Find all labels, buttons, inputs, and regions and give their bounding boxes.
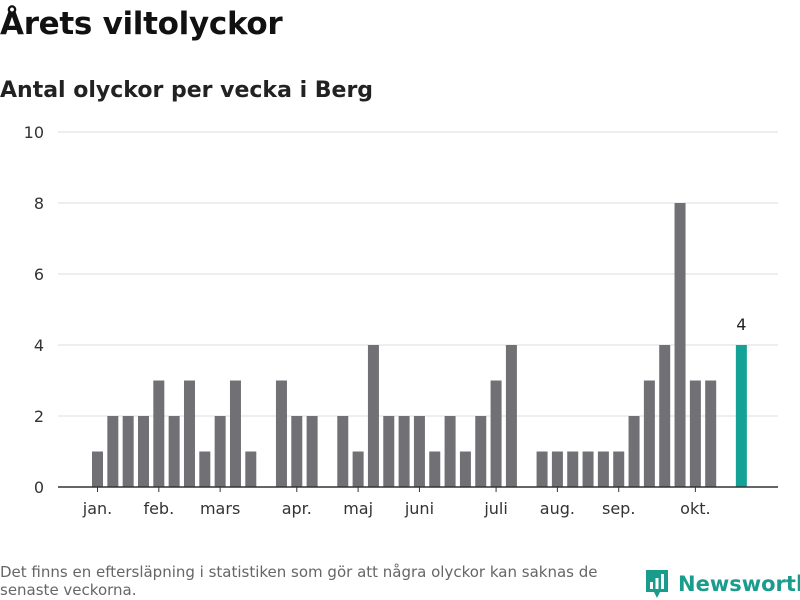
bar <box>597 451 609 487</box>
bar <box>229 380 241 487</box>
x-tick-label: aug. <box>540 499 575 518</box>
bar-chart: 0 2 4 6 8 10 jan. feb. mars apr. maj juni juli aug. s… <box>24 123 778 518</box>
bar <box>459 451 471 487</box>
bar <box>475 416 487 487</box>
x-tick-label: juni <box>404 499 434 518</box>
y-axis-ticks: 0 2 4 6 8 10 <box>24 123 44 497</box>
data-labels: 4 <box>736 315 746 334</box>
y-tick-label: 8 <box>34 194 44 213</box>
bar <box>705 380 717 487</box>
bar <box>275 380 287 487</box>
bar <box>505 345 517 487</box>
chart-title: Årets viltolyckor <box>0 6 283 42</box>
y-tick-label: 10 <box>24 123 44 142</box>
bar <box>567 451 579 487</box>
x-tick-label: okt. <box>680 499 710 518</box>
bar <box>337 416 349 487</box>
y-tick-label: 0 <box>34 478 44 497</box>
bar <box>122 416 134 487</box>
x-tick-label: juli <box>483 499 507 518</box>
bar <box>367 345 379 487</box>
x-tick-label: apr. <box>282 499 312 518</box>
bar <box>659 345 671 487</box>
bars <box>92 203 747 487</box>
x-tick-label: jan. <box>82 499 112 518</box>
bar-highlight <box>735 345 747 487</box>
bar <box>291 416 303 487</box>
x-axis-ticks: jan. feb. mars apr. maj juni juli aug. sep. okt. <box>82 487 711 518</box>
y-tick-label: 4 <box>34 336 44 355</box>
bar <box>628 416 640 487</box>
bar <box>383 416 395 487</box>
bar <box>168 416 180 487</box>
y-tick-label: 2 <box>34 407 44 426</box>
bar <box>413 416 425 487</box>
bar <box>137 416 149 487</box>
bar <box>153 380 165 487</box>
bar <box>674 203 686 487</box>
highlight-data-label: 4 <box>736 315 746 334</box>
x-tick-label: sep. <box>602 499 635 518</box>
bar <box>92 451 103 487</box>
bar <box>444 416 456 487</box>
bar <box>214 416 226 487</box>
chart-subtitle: Antal olyckor per vecka i Berg <box>0 78 374 103</box>
x-tick-label: feb. <box>143 499 174 518</box>
bar <box>183 380 195 487</box>
bar <box>245 451 257 487</box>
y-tick-label: 6 <box>34 265 44 284</box>
bar <box>352 451 364 487</box>
x-tick-label: maj <box>343 499 373 518</box>
bar <box>429 451 441 487</box>
newsworthy-logo-icon <box>646 570 668 598</box>
brand-name: Newsworthy <box>678 572 800 596</box>
bar <box>107 416 119 487</box>
bar <box>689 380 701 487</box>
bar <box>551 451 563 487</box>
footnote: Det finns en eftersläpning i statistiken… <box>0 563 598 599</box>
bar <box>199 451 211 487</box>
bar <box>582 451 594 487</box>
bar <box>490 380 502 487</box>
brand: Newsworthy <box>644 568 800 600</box>
bar <box>613 451 625 487</box>
bar <box>643 380 655 487</box>
bar <box>398 416 410 487</box>
bar <box>536 451 548 487</box>
x-tick-label: mars <box>200 499 240 518</box>
bar <box>306 416 318 487</box>
